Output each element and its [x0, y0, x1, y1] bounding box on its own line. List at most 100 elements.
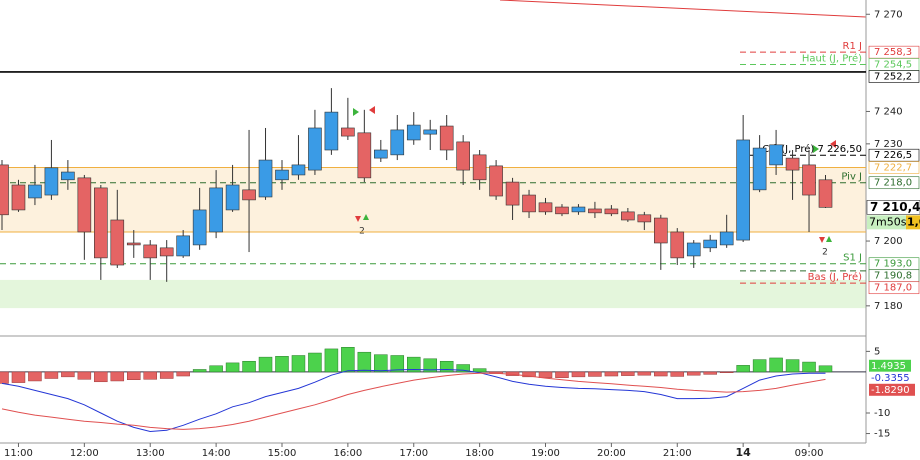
- y-tick-label: 7 230: [874, 139, 903, 150]
- histogram-bar: [703, 371, 717, 375]
- x-tick-label: 20:00: [597, 448, 626, 459]
- candle-body: [670, 231, 685, 259]
- candle-body: [785, 157, 800, 171]
- indicator-label-box: [869, 383, 915, 396]
- zones: [0, 167, 866, 309]
- candle-body: [390, 129, 405, 156]
- candle-body: [653, 217, 668, 244]
- signal-arrow: [813, 145, 819, 153]
- candle-body: [719, 231, 734, 246]
- level-value-label: 7 193,0: [874, 259, 912, 270]
- histogram-bar: [275, 356, 289, 373]
- histogram-bar: [472, 368, 487, 373]
- histogram-bar: [0, 371, 9, 384]
- candle-body: [802, 164, 816, 196]
- candle-body: [341, 127, 355, 137]
- level-name: Piv J: [841, 172, 862, 183]
- histogram-bar: [588, 371, 602, 377]
- histogram-bar: [28, 371, 42, 382]
- candle-body: [472, 154, 487, 181]
- histogram-bar: [159, 371, 174, 379]
- candle-body: [357, 132, 372, 179]
- level-name: R1 J: [843, 41, 862, 52]
- level-value-label: 7 252,2: [874, 71, 912, 82]
- candle-body: [242, 189, 256, 201]
- x-tick-label: 12:00: [70, 448, 99, 459]
- x-tick-label: 18:00: [465, 448, 494, 459]
- candle-body: [28, 184, 42, 199]
- level-value-box: [868, 161, 920, 174]
- candle-body: [291, 164, 306, 176]
- candle-body: [258, 159, 273, 198]
- histogram-bar: [571, 371, 586, 378]
- y-tick-label: 7 270: [874, 9, 903, 20]
- level-value-label: 7 258,3: [874, 47, 912, 58]
- histogram-bar: [357, 351, 372, 373]
- histogram-bar: [192, 369, 207, 373]
- candle-body: [621, 211, 635, 221]
- candle-body: [11, 184, 26, 211]
- bid-fragment: 1,0: [907, 215, 920, 228]
- histogram-label: 1.4935: [871, 361, 906, 372]
- signal-label: 2: [822, 248, 828, 258]
- y-tick-label: 7 180: [874, 301, 903, 312]
- candle-body: [522, 194, 536, 213]
- histogram-bar: [324, 348, 339, 373]
- x-tick-label: 21:00: [663, 448, 692, 459]
- histogram-bar: [176, 371, 190, 377]
- x-tick-label: 14:00: [202, 448, 231, 459]
- level-value-box: [868, 281, 920, 295]
- candle-body: [143, 244, 158, 259]
- trend-line: [499, 0, 867, 18]
- histogram-bar: [407, 356, 421, 373]
- x-tick-label: 19:00: [531, 448, 560, 459]
- histogram-bar: [61, 371, 75, 378]
- candle-body: [555, 206, 569, 215]
- indicator-line: [1, 368, 826, 433]
- candle-body: [588, 208, 602, 214]
- y-tick-label: 7 200: [874, 236, 903, 247]
- histogram-bar: [308, 352, 322, 373]
- signal-arrow: [363, 214, 369, 220]
- candle-body: [0, 164, 9, 216]
- candle-body: [637, 214, 652, 223]
- level-value-label: 7 187,0: [874, 283, 912, 294]
- histogram-bar: [736, 365, 750, 373]
- histogram-bar: [258, 356, 273, 373]
- candle-body: [126, 242, 141, 246]
- candle-body: [505, 181, 520, 206]
- level-name: S1 J: [843, 253, 862, 264]
- histogram-label-box: [869, 359, 911, 372]
- histogram-bar: [110, 371, 125, 382]
- histogram-bar: [127, 371, 141, 380]
- histogram-bar: [94, 371, 108, 383]
- y-tick-label: -15: [874, 429, 890, 440]
- histogram-bar: [456, 364, 470, 373]
- x-tick-label: 16:00: [333, 448, 362, 459]
- candle-body: [538, 202, 553, 213]
- candle-body: [752, 147, 767, 191]
- signal-arrow: [353, 108, 359, 116]
- x-tick-label: 13:00: [136, 448, 165, 459]
- level-name: Clô (J, Pré) 7 226,50: [762, 143, 862, 155]
- level-value-box: [868, 148, 920, 162]
- candle-body: [324, 111, 339, 151]
- histogram-bar: [44, 371, 59, 379]
- indicator-label: -1.8290: [871, 385, 910, 396]
- level-value-box: [868, 45, 920, 59]
- histogram-bar: [242, 360, 256, 373]
- histogram-bar: [654, 371, 668, 377]
- signal-arrow: [369, 106, 375, 114]
- signal-arrow: [826, 236, 832, 242]
- histogram-bar: [769, 357, 783, 373]
- candle-body: [159, 247, 174, 257]
- level-value-label: 7 190,8: [874, 271, 912, 282]
- candle-body: [439, 125, 454, 151]
- candle-body: [44, 167, 59, 196]
- y-tick-label: 7 240: [874, 106, 903, 117]
- histogram-bar: [522, 371, 536, 378]
- zone: [0, 167, 866, 232]
- indicator-label-box: [869, 371, 915, 384]
- candle-body: [769, 144, 783, 166]
